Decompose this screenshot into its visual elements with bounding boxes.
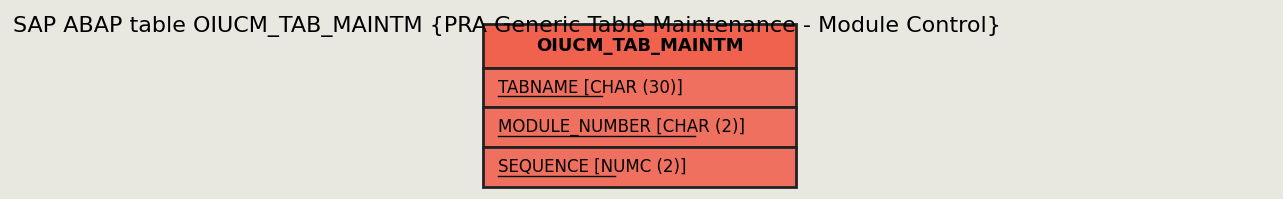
Text: MODULE_NUMBER [CHAR (2)]: MODULE_NUMBER [CHAR (2)] xyxy=(498,118,745,137)
Text: SAP ABAP table OIUCM_TAB_MAINTM {PRA Generic Table Maintenance - Module Control}: SAP ABAP table OIUCM_TAB_MAINTM {PRA Gen… xyxy=(13,16,1001,37)
Text: TABNAME [CHAR (30)]: TABNAME [CHAR (30)] xyxy=(498,79,684,97)
Text: OIUCM_TAB_MAINTM: OIUCM_TAB_MAINTM xyxy=(536,37,744,55)
Text: SEQUENCE [NUMC (2)]: SEQUENCE [NUMC (2)] xyxy=(498,158,686,176)
Bar xyxy=(482,147,797,187)
Bar xyxy=(482,24,797,68)
Bar xyxy=(482,68,797,107)
Bar xyxy=(482,107,797,147)
